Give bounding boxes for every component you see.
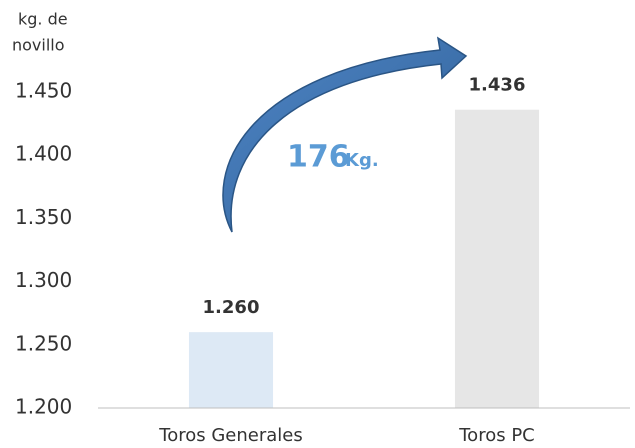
y-tick-label: 1.200 <box>15 395 72 419</box>
value-label: 1.260 <box>203 297 260 318</box>
y-tick-label: 1.350 <box>15 205 72 229</box>
annotation-value: 176 <box>287 140 350 175</box>
y-tick-label: 1.300 <box>15 268 72 292</box>
bar <box>188 332 274 408</box>
x-tick-label: Toros PC <box>458 425 535 446</box>
bar <box>454 109 540 409</box>
y-tick-label: 1.400 <box>15 142 72 166</box>
y-tick-label: 1.450 <box>15 79 72 103</box>
y-axis-label: novillo <box>12 36 65 55</box>
x-tick-label: Toros Generales <box>158 425 302 446</box>
y-tick-label: 1.250 <box>15 331 72 355</box>
arrow <box>222 36 468 233</box>
y-axis-label: kg. de <box>18 10 68 29</box>
value-label: 1.436 <box>469 75 526 96</box>
annotation-unit: Kg. <box>345 150 379 171</box>
